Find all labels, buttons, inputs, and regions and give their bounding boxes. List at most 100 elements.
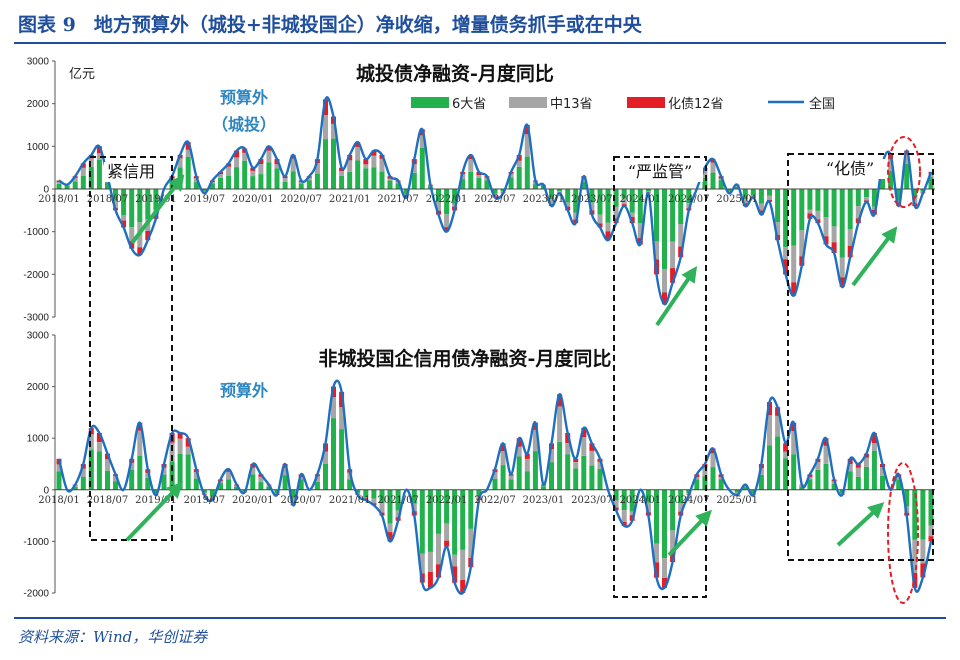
bar-segment — [379, 489, 385, 503]
bar-segment — [444, 523, 450, 541]
x-tick-label: 2020/01 — [232, 495, 274, 506]
bar-segment — [395, 510, 401, 518]
bar-segment — [783, 458, 789, 490]
bar-segment — [250, 474, 256, 490]
bar-segment — [266, 162, 272, 189]
bar-segment — [928, 489, 934, 526]
bar-segment — [234, 150, 240, 158]
bar-segment — [88, 449, 94, 490]
bar-segment — [72, 177, 78, 182]
legend-swatch — [509, 97, 547, 108]
bar-segment — [419, 553, 425, 574]
bar-segment — [516, 456, 522, 490]
x-tick-label: 2021/01 — [329, 495, 371, 506]
bar-segment — [500, 451, 506, 466]
bar-segment — [710, 453, 716, 468]
bar-segment — [888, 171, 894, 189]
bar-segment — [129, 227, 135, 241]
bar-segment — [662, 577, 667, 588]
bar-segment — [839, 257, 845, 278]
bar-segment — [686, 489, 692, 494]
x-tick-label: 2023/07 — [571, 495, 613, 506]
bar-segment — [815, 470, 821, 490]
bar-segment — [218, 174, 223, 178]
bar-segment — [419, 489, 425, 554]
bar-segment — [549, 462, 554, 490]
bar-segment — [839, 277, 845, 288]
bar-segment — [274, 164, 280, 169]
x-tick-label: 2024/01 — [620, 194, 662, 205]
bar-segment — [549, 199, 554, 204]
bar-segment — [532, 429, 538, 452]
bar-segment — [565, 443, 571, 455]
bar-segment — [242, 152, 248, 161]
bar-segment — [177, 158, 183, 168]
bar-segment — [783, 451, 789, 459]
bar-segment — [629, 511, 635, 516]
bar-segment — [896, 479, 902, 490]
bar-segment — [629, 489, 635, 512]
x-tick-label: 2023/07 — [571, 194, 613, 205]
bar-segment — [258, 174, 264, 189]
bar-segment — [323, 451, 328, 464]
bar-segment — [274, 168, 280, 189]
bar-segment — [524, 134, 530, 157]
bar-segment — [137, 422, 143, 431]
bar-segment — [282, 467, 288, 476]
x-tick-label: 2024/07 — [668, 495, 710, 506]
bar-segment — [185, 156, 191, 189]
bar-segment — [177, 453, 183, 490]
bar-segment — [662, 558, 667, 578]
bar-segment — [581, 455, 587, 490]
period-box-tight-credit — [89, 156, 173, 541]
bar-segment — [565, 454, 571, 490]
x-tick-label: 2022/07 — [474, 495, 516, 506]
bar-segment — [129, 470, 135, 490]
bar-segment — [105, 182, 110, 189]
bar-segment — [347, 479, 353, 490]
bar-segment — [468, 489, 474, 529]
bar-segment — [96, 160, 102, 189]
bar-segment — [524, 125, 530, 135]
figure-title-bar: 图表 9 地方预算外（城投+非城投国企）净收缩，增量债务抓手或在中央 — [18, 8, 942, 38]
bar-segment — [371, 498, 377, 504]
bar-segment — [815, 462, 821, 470]
bar-segment — [645, 189, 651, 192]
bar-segment — [218, 483, 223, 490]
bar-segment — [589, 443, 595, 451]
bar-segment — [847, 189, 853, 230]
bar-segment — [193, 472, 199, 479]
bar-segment — [775, 436, 781, 490]
x-tick-label: 2024/07 — [668, 194, 710, 205]
bar-segment — [742, 189, 748, 200]
bar-segment — [557, 189, 563, 192]
bar-segment — [468, 154, 474, 159]
bar-segment — [96, 153, 102, 160]
bar-segment — [920, 189, 926, 192]
bar-segment — [742, 485, 748, 487]
bar-segment — [904, 154, 910, 164]
bar-segment — [226, 176, 232, 189]
bar-segment — [855, 467, 861, 477]
bar-segment — [323, 115, 328, 140]
bar-segment — [589, 202, 595, 211]
bar-segment — [266, 486, 272, 490]
bar-segment — [581, 182, 587, 189]
bar-segment — [573, 458, 579, 462]
bar-segment — [855, 206, 861, 219]
bar-segment — [96, 451, 102, 490]
bar-segment — [419, 147, 425, 189]
bar-segment — [379, 171, 385, 189]
bar-segment — [363, 168, 369, 189]
bar-segment — [282, 475, 288, 490]
bar-segment — [629, 189, 635, 213]
bar-segment — [250, 467, 256, 475]
bar-segment — [863, 189, 869, 198]
bar-segment — [928, 177, 934, 189]
bar-segment — [419, 135, 425, 148]
y-tick-label: 2000 — [27, 382, 50, 393]
bar-segment — [807, 477, 813, 480]
bar-segment — [662, 189, 667, 270]
x-tick-label: 2022/07 — [474, 194, 516, 205]
bar-segment — [56, 183, 62, 189]
